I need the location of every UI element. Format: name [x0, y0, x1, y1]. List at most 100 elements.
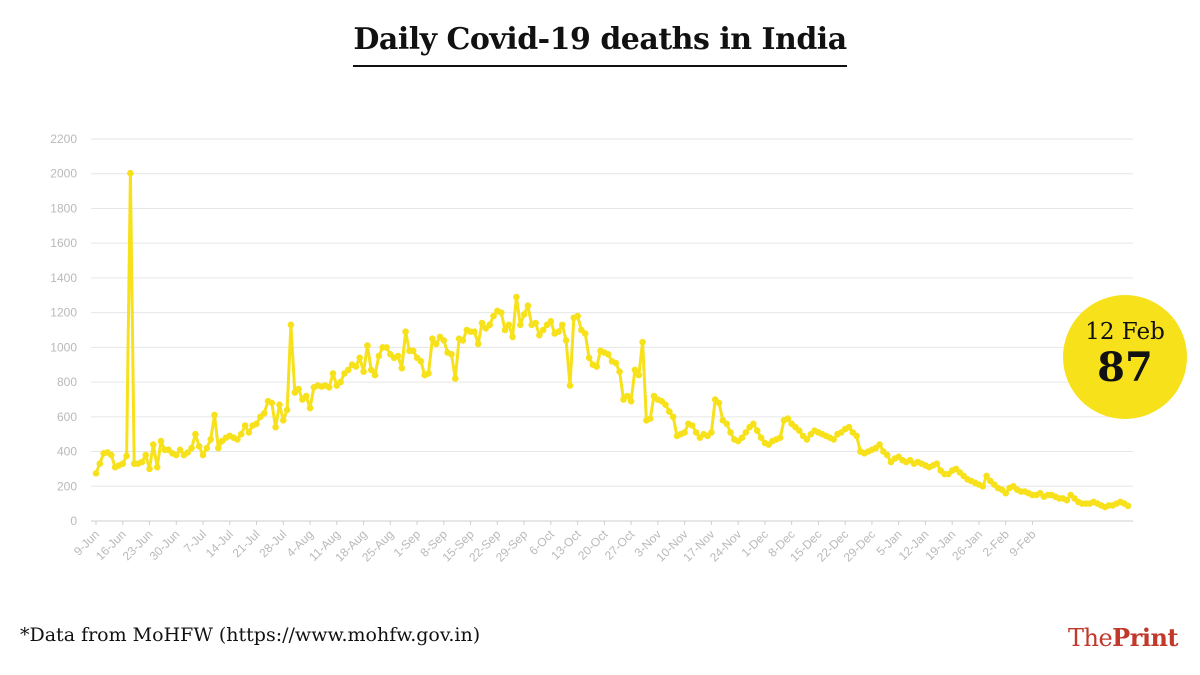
y-tick-label: 600 [57, 410, 77, 424]
data-point [547, 318, 555, 325]
data-point [173, 451, 180, 459]
x-tick-label: 21-Jul [230, 527, 263, 560]
data-point [562, 337, 570, 344]
data-point [639, 338, 646, 346]
x-tick-label: 28-Jul [256, 527, 289, 560]
latest-value-callout: 12 Feb 87 [1063, 295, 1187, 419]
data-point [979, 483, 987, 490]
data-point [505, 321, 513, 329]
data-point [666, 408, 673, 415]
data-point [153, 463, 161, 471]
data-point [176, 446, 184, 454]
data-point [876, 441, 883, 448]
data-point [356, 354, 364, 362]
data-point [302, 392, 310, 400]
x-tick-label: 26-Jan [949, 527, 985, 563]
data-point [245, 429, 253, 436]
data-point [574, 312, 581, 320]
data-point [474, 340, 482, 348]
data-point [96, 460, 104, 468]
data-point [146, 465, 153, 473]
data-point [448, 351, 455, 358]
data-point [933, 460, 941, 468]
data-point [425, 370, 432, 377]
y-tick-label: 400 [57, 445, 77, 459]
data-point [360, 368, 367, 376]
data-point [509, 333, 516, 341]
x-tick-label: 30-Jun [147, 527, 183, 563]
data-point [215, 444, 222, 452]
source-note: *Data from MoHFW (https://www.mohfw.gov.… [20, 624, 481, 646]
data-point [669, 413, 677, 421]
data-point [845, 423, 853, 431]
data-point [738, 434, 746, 442]
data-point [260, 410, 268, 417]
data-point [490, 312, 497, 320]
data-point [417, 358, 425, 365]
data-point [352, 363, 360, 370]
data-point [566, 382, 574, 389]
data-point [345, 366, 352, 374]
x-tick-label: 1-Dec [738, 527, 771, 560]
x-tick-label: 14-Jul [203, 527, 236, 560]
x-tick-label: 9-Feb [1006, 527, 1038, 559]
data-point [92, 470, 100, 477]
chart-title: Daily Covid-19 deaths in India [353, 22, 847, 67]
data-point [207, 436, 214, 443]
data-point [604, 351, 612, 358]
data-point [150, 441, 157, 448]
data-point [211, 411, 218, 419]
chart-title-wrap: Daily Covid-19 deaths in India [0, 22, 1200, 67]
x-tick-label: 27-Oct [602, 527, 638, 563]
data-point [375, 352, 383, 360]
data-point [157, 437, 165, 445]
data-point [517, 321, 524, 329]
logo-the: The [1067, 624, 1113, 652]
data-point [478, 319, 486, 327]
data-point [459, 337, 467, 344]
data-point [616, 368, 623, 376]
data-point [532, 319, 539, 327]
series-line [94, 171, 1130, 509]
data-point [234, 436, 241, 443]
data-point [188, 444, 195, 452]
y-tick-label: 0 [70, 514, 77, 528]
data-point [612, 359, 620, 367]
data-point [627, 397, 635, 405]
data-point [203, 444, 211, 452]
data-point [750, 420, 757, 428]
data-point [723, 420, 730, 428]
y-tick-label: 800 [57, 375, 77, 389]
data-point [123, 452, 130, 460]
data-point [585, 354, 593, 362]
data-point [681, 429, 688, 436]
data-point [883, 451, 891, 459]
data-point [803, 436, 811, 443]
data-point [329, 370, 337, 377]
data-point [796, 427, 803, 435]
data-point [497, 309, 505, 316]
y-tick-label: 1200 [50, 306, 77, 320]
data-point [138, 458, 146, 466]
data-point [394, 352, 402, 360]
data-point [486, 321, 494, 329]
data-point [142, 451, 149, 459]
data-point [853, 432, 860, 440]
data-point [184, 449, 191, 456]
data-point [776, 434, 784, 442]
data-point [429, 335, 436, 343]
data-point [402, 328, 409, 336]
data-point [287, 321, 295, 329]
y-tick-label: 2200 [50, 132, 77, 146]
data-point [631, 366, 639, 374]
data-point [1124, 502, 1132, 510]
data-point [471, 328, 478, 336]
data-point [536, 331, 543, 339]
callout-date: 12 Feb [1085, 319, 1165, 345]
data-point [306, 404, 314, 412]
data-point [983, 472, 990, 480]
y-tick-label: 1800 [50, 201, 77, 215]
data-point [830, 436, 837, 443]
y-tick-label: 1000 [50, 340, 77, 354]
data-point [192, 430, 199, 438]
